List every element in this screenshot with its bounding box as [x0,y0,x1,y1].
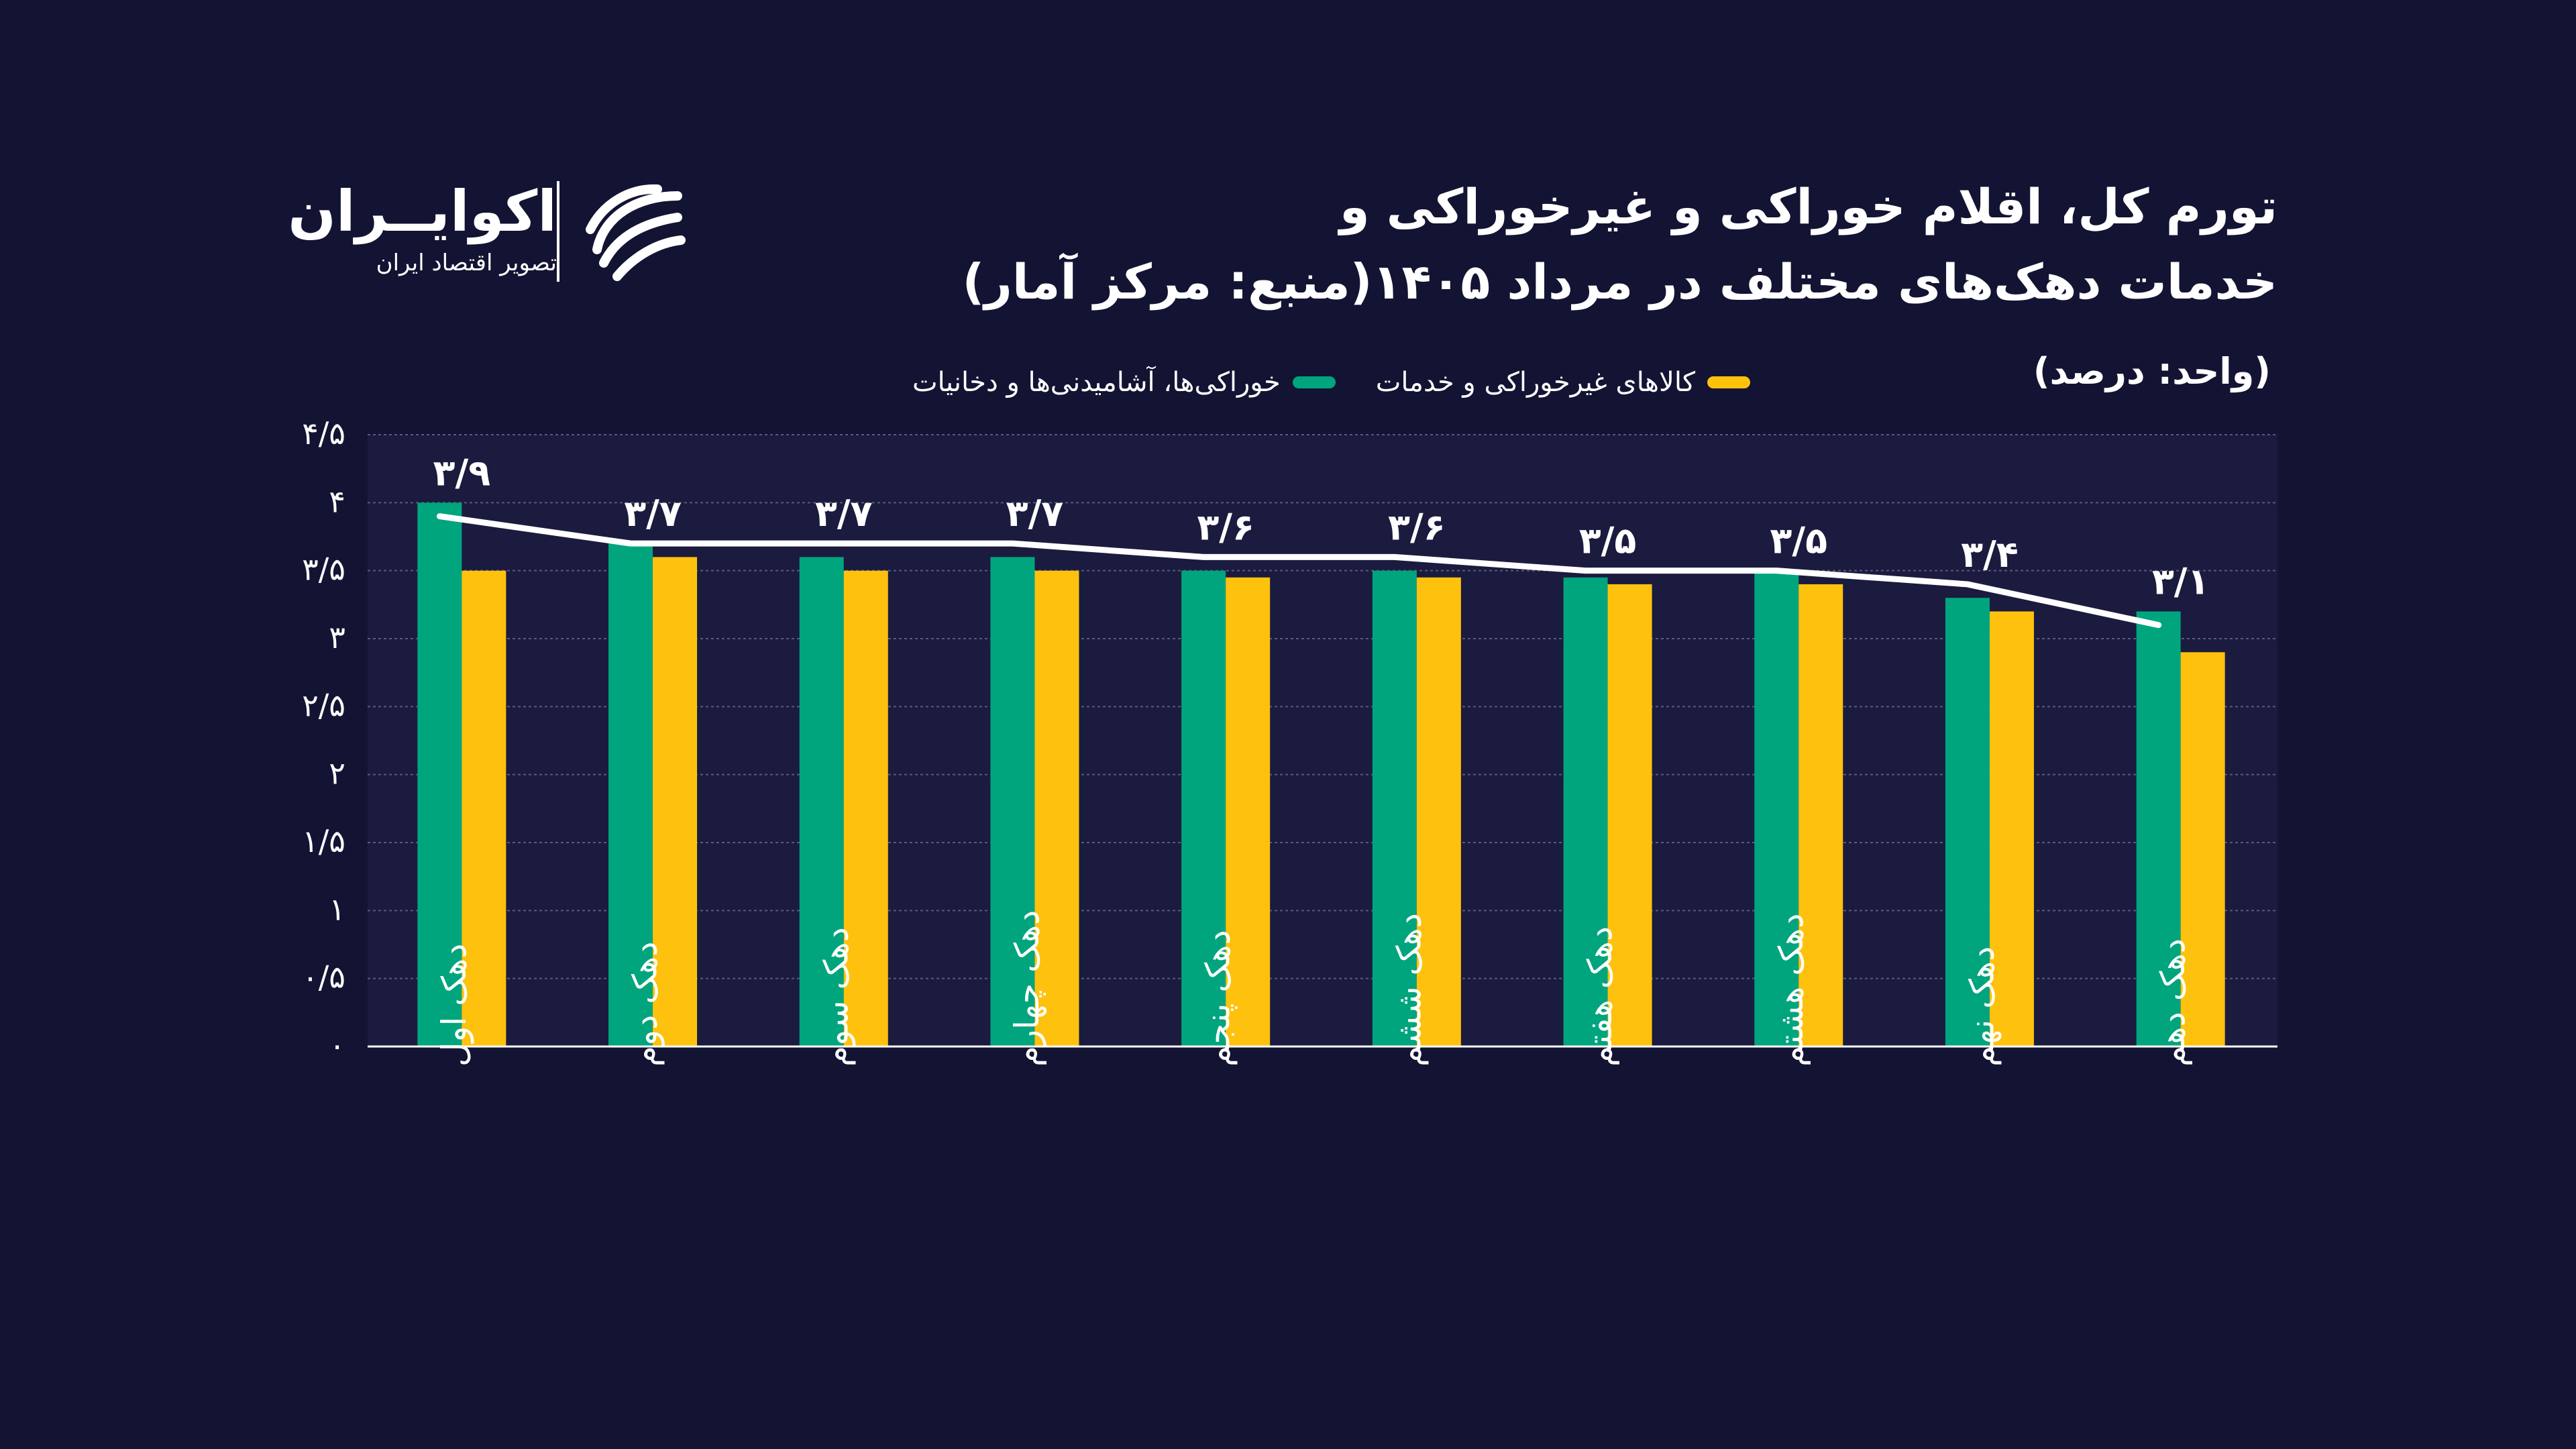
title-line-1: تورم کل، اقلام خوراکی و غیرخوراکی و [1339,178,2277,235]
data-label: ۳/۹ [433,451,491,494]
data-label: ۳/۵ [1770,520,1827,562]
legend-label-food: خوراکی‌ها، آشامیدنی‌ها و دخانیات [912,367,1281,398]
y-tick-label: ۳ [329,619,345,655]
x-tick-label: دهک دهم [2153,938,2192,1067]
bar-food [417,502,462,1046]
logo: اکوایــران تصویر اقتصاد ایران [288,176,691,290]
x-tick-label: دهک سوم [816,927,855,1067]
legend-swatch-nonfood [1707,376,1751,388]
bar-food [1372,570,1417,1046]
bar-nonfood [1226,577,1271,1046]
legend-item-nonfood: کالاهای غیرخوراکی و خدمات [1375,367,1751,398]
data-label: ۳/۷ [1006,492,1064,535]
bar-nonfood [653,557,698,1046]
bar-food [990,557,1035,1046]
x-tick-label: دهک پنجم [1199,930,1238,1067]
x-tick-label: دهک چهارم [1008,910,1047,1067]
data-label: ۳/۱ [2152,560,2210,602]
unit-label: (واحد: درصد) [2033,350,2271,392]
y-tick-label: ۱ [329,891,345,927]
bar-nonfood [1607,584,1652,1046]
data-labels: ۳/۹ ۳/۷ ۳/۷ ۳/۷ ۳/۶ ۳/۶ ۳/۵ ۳/۵ ۳/۴ ۳/۱ [433,451,2210,602]
y-tick-label: ۲ [329,755,345,792]
data-label: ۳/۷ [815,492,873,535]
legend-label-nonfood: کالاهای غیرخوراکی و خدمات [1375,367,1696,398]
bar-nonfood [1799,584,1843,1046]
bar-food [608,543,653,1046]
ecoiran-logo-icon [586,184,686,281]
y-tick-label: ۱/۵ [302,823,345,859]
bar-nonfood [1989,611,2034,1046]
data-label: ۳/۷ [624,492,682,535]
bar-nonfood [1416,577,1461,1046]
bar-nonfood [1034,570,1079,1046]
y-tick-label: ۰/۵ [302,959,345,996]
y-tick-label: ۳/۵ [302,551,345,588]
y-tick-label: ۴ [329,483,345,519]
x-tick-label: دهک هشتم [1772,913,1811,1067]
bar-food [1754,570,1799,1046]
chart-title: تورم کل، اقلام خوراکی و غیرخوراکی و خدما… [936,169,2278,319]
legend-swatch-food [1292,376,1336,388]
title-line-2: خدمات دهک‌های مختلف در مرداد ۱۴۰۵(منبع: … [962,254,2278,310]
logo-separator [557,181,559,282]
bar-nonfood [462,570,506,1046]
bar-food [2136,611,2181,1046]
x-tick-label: دهک هفتم [1580,926,1619,1067]
bars [417,502,2225,1046]
bar-food [1563,577,1608,1046]
total-inflation-line [436,513,2162,629]
bar-food [1181,570,1226,1046]
x-tick-label: دهک ششم [1389,913,1428,1067]
y-tick-label: ۴/۵ [302,415,345,451]
data-label: ۳/۵ [1579,520,1637,562]
data-label: ۳/۴ [1961,533,2019,576]
data-label: ۳/۶ [1388,506,1446,548]
bar-nonfood [843,570,888,1046]
x-tick-label: دهک دوم [626,941,665,1067]
x-tick-label: دهک نهم [1962,946,2002,1067]
bar-nonfood [2180,652,2225,1046]
bar-food [1945,598,1990,1046]
legend-item-food: خوراکی‌ها، آشامیدنی‌ها و دخانیات [912,367,1336,398]
bar-food [799,557,844,1046]
legend: کالاهای غیرخوراکی و خدمات خوراکی‌ها، آشا… [912,361,1751,404]
logo-subtitle: تصویر اقتصاد ایران [376,250,557,276]
logo-name: اکوایــران [288,178,557,244]
y-axis-ticks: ۰ ۰/۵ ۱ ۱/۵ ۲ ۲/۵ ۳ ۳/۵ ۴ ۴/۵ [302,415,345,1063]
x-tick-label: دهک اول [435,943,474,1067]
y-tick-label: ۰ [329,1027,345,1063]
data-label: ۳/۶ [1197,506,1254,548]
y-tick-label: ۲/۵ [302,687,345,723]
